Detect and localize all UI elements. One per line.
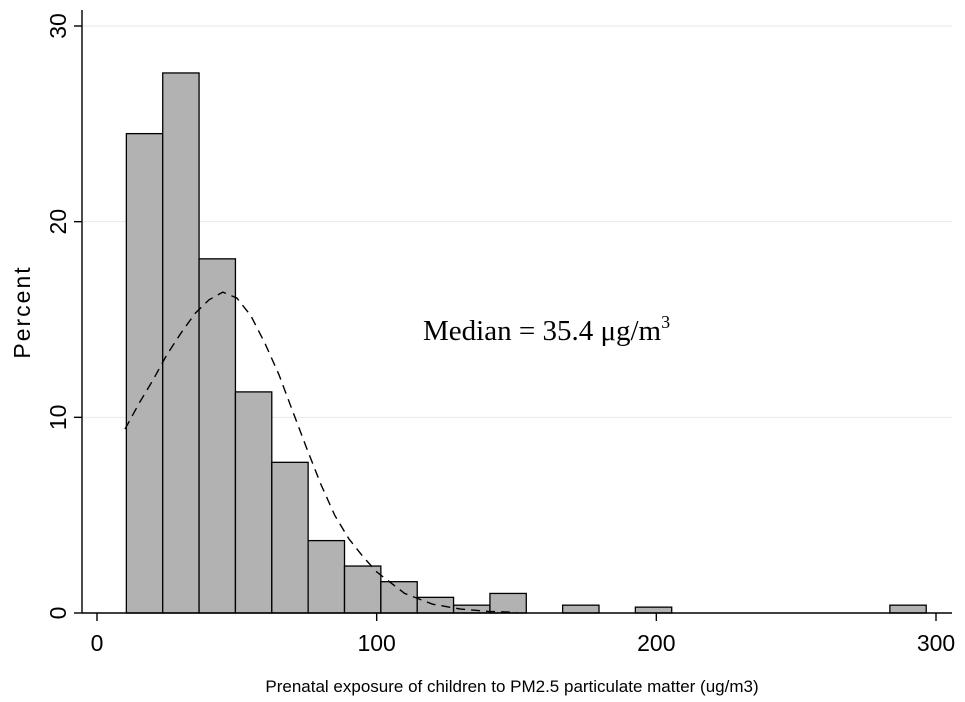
histogram-bar bbox=[234, 391, 273, 614]
normal-density-curve bbox=[124, 291, 517, 614]
histogram-bar bbox=[889, 604, 927, 614]
x-tick-label: 300 bbox=[917, 630, 955, 656]
histogram-bar bbox=[489, 592, 527, 614]
histogram-bar bbox=[162, 72, 200, 614]
y-tick-label: 0 bbox=[45, 607, 71, 620]
median-annotation-text: Median = 35.4 μg/m bbox=[423, 315, 662, 347]
y-axis-ticks: 0 10 20 30 bbox=[45, 13, 82, 619]
median-annotation-superscript: 3 bbox=[661, 312, 670, 332]
histogram-bar bbox=[343, 565, 382, 614]
x-tick-label: 0 bbox=[91, 630, 104, 656]
y-tick-label: 10 bbox=[45, 405, 71, 431]
x-axis-ticks: 0 100 200 300 bbox=[91, 613, 955, 656]
median-annotation: Median = 35.4 μg/m3 bbox=[423, 312, 670, 347]
histogram-bar bbox=[307, 539, 346, 614]
histogram-bar bbox=[271, 461, 309, 614]
histogram-bar bbox=[198, 258, 237, 614]
y-axis-title: Percent bbox=[9, 265, 35, 358]
histogram-bar bbox=[561, 604, 600, 614]
x-axis-title: Prenatal exposure of children to PM2.5 p… bbox=[265, 677, 758, 696]
x-tick-label: 100 bbox=[357, 630, 395, 656]
y-tick-label: 20 bbox=[45, 209, 71, 235]
axes bbox=[81, 10, 952, 614]
x-tick-label: 200 bbox=[637, 630, 675, 656]
histogram-bar bbox=[634, 606, 673, 614]
histogram-bar bbox=[380, 581, 418, 614]
y-tick-label: 30 bbox=[45, 13, 71, 39]
